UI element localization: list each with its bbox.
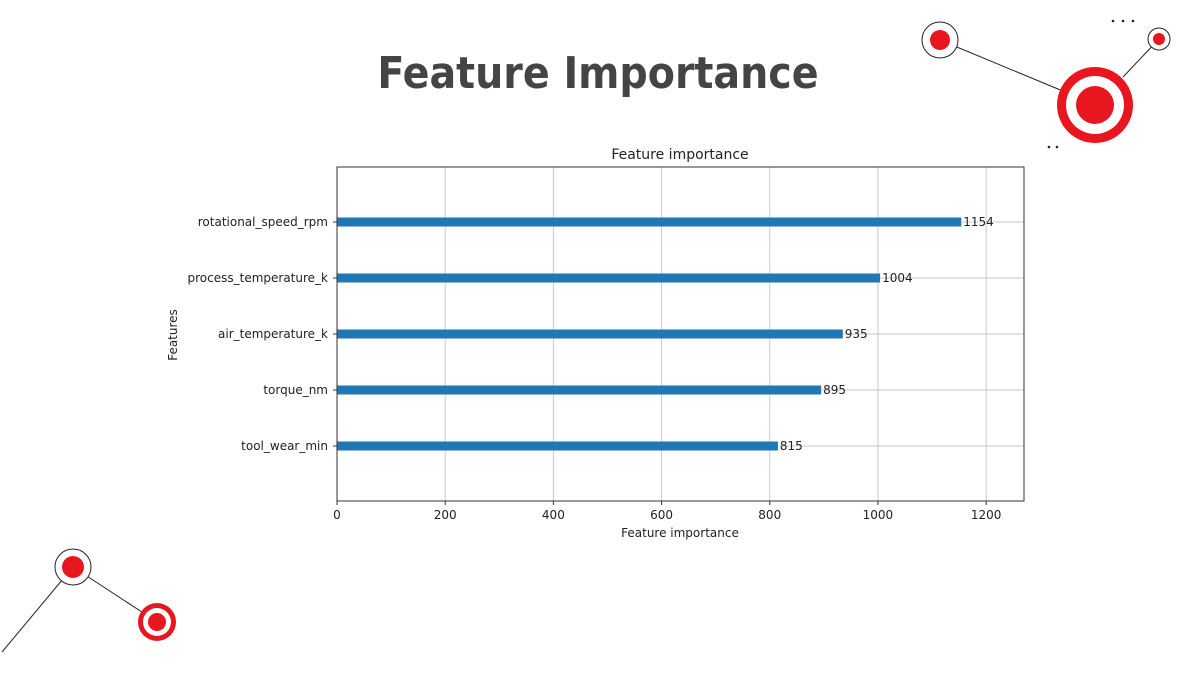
x-tick-label: 200 [434, 508, 457, 522]
bar-value-label: 815 [780, 439, 803, 453]
bar-torque_nm [337, 385, 822, 395]
x-tick-label: 1000 [863, 508, 894, 522]
y-tick-label: tool_wear_min [241, 439, 328, 453]
y-axis-ticks: rotational_speed_rpm process_temperature_… [188, 215, 337, 453]
node-dot-small [930, 30, 950, 50]
chart-title: Feature importance [611, 147, 748, 163]
y-axis-label: Features [166, 309, 180, 361]
dot [1131, 19, 1135, 23]
x-tick-label: 400 [542, 508, 565, 522]
bars [337, 217, 962, 451]
x-axis-ticks: 0 200 400 600 800 1000 1200 [333, 501, 1001, 522]
y-tick-label: rotational_speed_rpm [198, 215, 328, 229]
bar-value-label: 1154 [963, 215, 994, 229]
dot [1055, 145, 1059, 149]
feature-importance-chart: Feature importance 0 200 400 600 800 1000 1200… [166, 147, 1025, 540]
x-tick-label: 800 [758, 508, 781, 522]
node-target-large-center [1076, 86, 1114, 124]
bar-value-label: 895 [823, 383, 846, 397]
slide-title: Feature Importance [377, 48, 819, 99]
x-axis-label: Feature importance [621, 526, 739, 540]
dot [1121, 19, 1125, 23]
y-tick-label: air_temperature_k [218, 327, 328, 341]
bar-rotational_speed_rpm [337, 217, 962, 227]
x-tick-label: 600 [650, 508, 673, 522]
network-decoration-bottom-left [1, 548, 176, 653]
dot [1111, 19, 1115, 23]
bar-tool_wear_min [337, 441, 778, 451]
x-tick-label: 1200 [971, 508, 1002, 522]
node-target-small-center [148, 613, 166, 631]
node-dot-medium [62, 556, 84, 578]
node-dot-tiny [1153, 33, 1165, 45]
bar-value-label: 935 [845, 327, 868, 341]
bar-value-label: 1004 [882, 271, 913, 285]
x-tick-label: 0 [333, 508, 341, 522]
y-tick-label: torque_nm [263, 383, 328, 397]
dot [1047, 145, 1051, 149]
bar-process_temperature_k [337, 273, 881, 283]
bar-air_temperature_k [337, 329, 843, 339]
bar-value-labels: 1154 1004 935 895 815 [780, 215, 994, 453]
network-decoration-top-right [921, 19, 1171, 149]
y-tick-label: process_temperature_k [188, 271, 329, 285]
